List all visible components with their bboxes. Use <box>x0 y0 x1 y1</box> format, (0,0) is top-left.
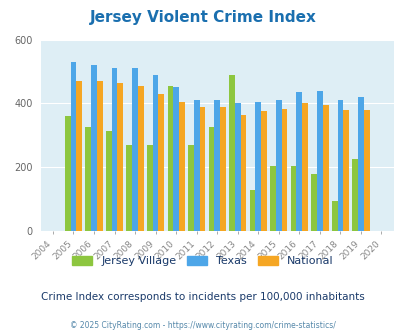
Bar <box>301 103 307 231</box>
Bar <box>240 115 246 231</box>
Bar <box>228 75 234 231</box>
Text: Crime Index corresponds to incidents per 100,000 inhabitants: Crime Index corresponds to incidents per… <box>41 292 364 302</box>
Bar <box>199 107 205 231</box>
Bar <box>126 145 132 231</box>
Bar <box>132 68 138 231</box>
Bar <box>65 116 70 231</box>
Bar <box>97 81 102 231</box>
Bar <box>311 174 316 231</box>
Bar <box>234 103 240 231</box>
Bar <box>138 86 143 231</box>
Bar <box>193 100 199 231</box>
Bar <box>173 87 179 231</box>
Bar <box>91 65 97 231</box>
Bar <box>260 112 266 231</box>
Text: © 2025 CityRating.com - https://www.cityrating.com/crime-statistics/: © 2025 CityRating.com - https://www.city… <box>70 321 335 330</box>
Bar <box>352 159 357 231</box>
Bar <box>147 145 152 231</box>
Bar <box>208 127 214 231</box>
Bar <box>343 110 348 231</box>
Bar <box>357 97 363 231</box>
Bar <box>76 81 82 231</box>
Bar <box>290 166 296 231</box>
Bar <box>220 107 225 231</box>
Bar <box>106 130 111 231</box>
Bar <box>188 145 193 231</box>
Bar <box>85 127 91 231</box>
Legend: Jersey Village, Texas, National: Jersey Village, Texas, National <box>68 251 337 271</box>
Bar <box>296 92 301 231</box>
Bar <box>111 68 117 231</box>
Bar <box>70 62 76 231</box>
Bar <box>331 201 337 231</box>
Bar <box>214 100 220 231</box>
Bar <box>255 102 260 231</box>
Text: Jersey Violent Crime Index: Jersey Violent Crime Index <box>90 10 315 25</box>
Bar <box>179 102 184 231</box>
Bar <box>337 100 343 231</box>
Bar <box>270 166 275 231</box>
Bar <box>158 94 164 231</box>
Bar <box>316 91 322 231</box>
Bar <box>322 105 328 231</box>
Bar <box>363 110 369 231</box>
Bar <box>275 100 281 231</box>
Bar <box>167 86 173 231</box>
Bar <box>152 75 158 231</box>
Bar <box>117 82 123 231</box>
Bar <box>281 109 287 231</box>
Bar <box>249 189 255 231</box>
